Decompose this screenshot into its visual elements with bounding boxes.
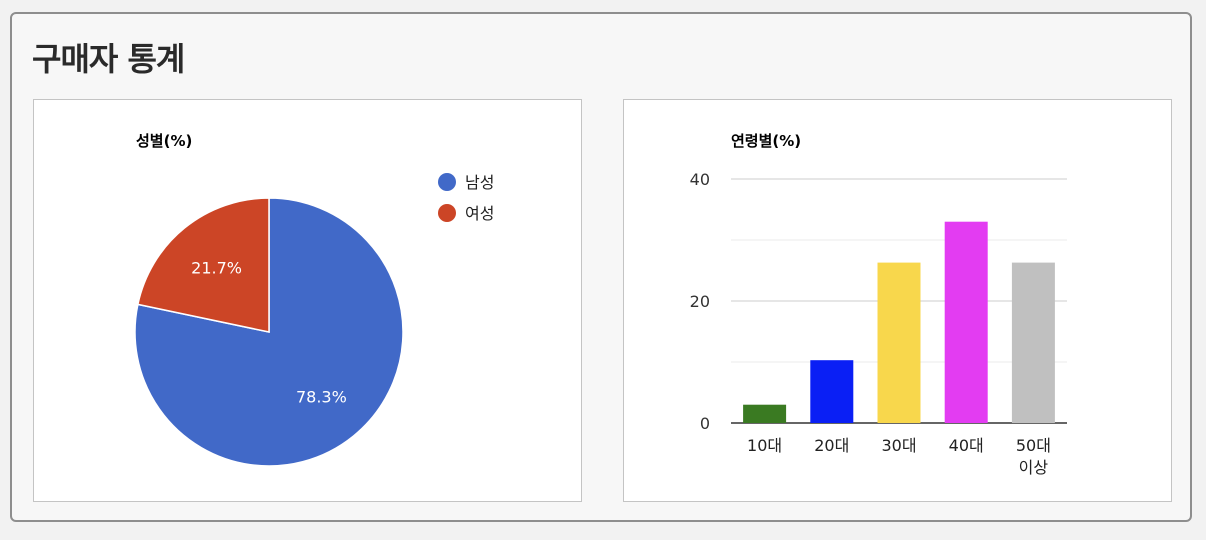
age-chart-title: 연령별(%) [731,132,801,150]
bar-50대-이상[interactable] [1011,262,1055,423]
y-tick-label: 40 [690,170,710,189]
bar-30대[interactable] [877,262,921,423]
x-tick-label: 40대 [949,436,984,455]
pie-data-label: 78.3% [296,388,347,407]
pie-slice-여성[interactable] [136,197,270,333]
legend-item-label: 남성 [465,173,494,192]
y-tick-label: 0 [700,414,710,433]
pie-data-label: 21.7% [191,259,242,278]
legend-swatch [438,173,456,191]
y-tick-label: 20 [690,292,710,311]
x-tick-label: 20대 [814,436,849,455]
gender-chart-title: 성별(%) [136,132,192,150]
legend-item-label: 여성 [465,204,494,223]
age-chart-card: 연령별(%) 0 20 40 10대 20대 30대 40대 50대 이상 [623,99,1172,502]
bar-40대[interactable] [944,221,988,423]
panel-title: 구매자 통계 [32,40,185,78]
x-tick-label: 50대 이상 [1016,436,1051,477]
x-tick-label: 30대 [881,436,916,455]
x-tick-label: 10대 [747,436,782,455]
age-bar-chart: 연령별(%) 0 20 40 10대 20대 30대 40대 50대 이상 [690,132,1067,477]
legend-swatch [438,204,456,222]
bar-10대[interactable] [743,404,787,423]
bar-20대[interactable] [810,360,854,423]
